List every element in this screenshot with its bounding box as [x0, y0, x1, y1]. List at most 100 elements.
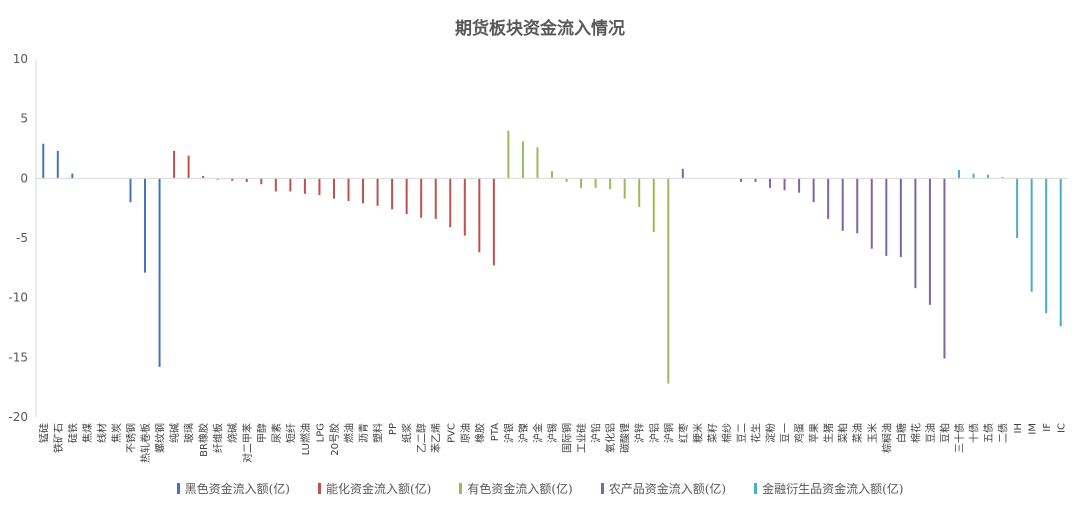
x-tick-label: 热轧卷板	[139, 423, 152, 463]
bar-agri	[943, 178, 946, 359]
bar-agri	[783, 178, 786, 191]
x-tick-label: 菜籽	[707, 423, 719, 443]
legend: 黑色资金流入额(亿) 能化资金流入额(亿) 有色资金流入额(亿) 农产品资金流入额(亿…	[0, 480, 1080, 497]
bar-energy	[362, 178, 365, 204]
legend-swatch	[754, 483, 758, 494]
bar-energy	[202, 175, 205, 179]
x-tick-labels: 锰硅 铁矿石 硅铁 焦煤 线材 焦炭 不锈钢 热轧卷板 螺纹钢 纯碱 玻璃 BR橡胶 纤维板 烧碱 对二甲苯…	[37, 423, 1067, 463]
x-tick-label: 粳米	[691, 423, 704, 443]
bar-energy	[463, 178, 466, 236]
bar-finance	[1030, 178, 1033, 292]
bar-agri	[827, 178, 830, 219]
bar-energy	[332, 178, 335, 199]
legend-item-energy: 能化资金流入额(亿)	[317, 480, 431, 497]
bar-energy	[434, 178, 437, 219]
x-tick-label: 烧碱	[226, 423, 239, 443]
bar-energy	[231, 178, 234, 181]
bar-finance	[1059, 178, 1062, 327]
x-tick-label: 玉米	[866, 423, 879, 443]
x-tick-label: 十债	[968, 423, 981, 443]
x-tick-label: 纸浆	[401, 423, 414, 443]
x-tick-label: 碳酸锂	[619, 423, 632, 453]
y-tick-label: 10	[13, 52, 28, 66]
bar-energy	[260, 178, 263, 185]
bar-agri	[914, 178, 917, 289]
x-tick-label: 沪锡	[546, 423, 559, 443]
bar-agri	[928, 178, 931, 305]
x-tick-label: 菜油	[851, 423, 864, 443]
bar-agri	[841, 178, 844, 231]
x-tick-label: 国际铜	[562, 423, 574, 453]
x-tick-label: 铁矿石	[52, 423, 65, 453]
bar-finance	[957, 169, 960, 179]
x-tick-label: 不锈钢	[124, 423, 137, 453]
bar-energy	[391, 178, 394, 210]
bar-metal	[652, 178, 655, 233]
bars-group	[42, 130, 1062, 384]
bar-agri	[899, 178, 902, 258]
bar-black	[71, 173, 74, 179]
x-tick-label: 甲醇	[255, 423, 268, 443]
bar-black	[158, 178, 161, 367]
x-tick-label: 菜粕	[837, 423, 850, 443]
legend-swatch	[600, 483, 604, 494]
legend-item-finance: 金融衍生品资金流入额(亿)	[754, 480, 903, 497]
bar-energy	[318, 178, 321, 196]
legend-label: 农产品资金流入额(亿)	[608, 482, 727, 496]
bar-black	[129, 178, 132, 203]
bar-agri	[870, 178, 873, 249]
bar-metal	[551, 171, 553, 179]
y-tick-label: -5	[16, 231, 28, 245]
y-tick-label: -10	[8, 291, 28, 305]
x-tick-label: 沪银	[502, 423, 515, 443]
x-tick-label: 锰硅	[37, 423, 50, 443]
x-tick-label: 沥青	[357, 423, 370, 443]
x-tick-label: 氧化铝	[604, 423, 617, 453]
x-tick-label: 橡胶	[473, 423, 486, 443]
x-tick-label: 螺纹钢	[154, 423, 167, 453]
x-tick-label: 沪铅	[590, 423, 603, 443]
x-tick-label: 乙二醇	[415, 423, 428, 453]
x-tick-label: 焦煤	[81, 423, 94, 443]
y-tick-label: -20	[8, 410, 28, 424]
x-tick-label: 原油	[459, 423, 472, 443]
legend-item-metal: 有色资金流入额(亿)	[459, 480, 573, 497]
bar-energy	[478, 178, 481, 253]
y-axis: 10 5 0 -5 -10 -15 -20	[8, 52, 28, 424]
bar-finance	[987, 174, 990, 179]
legend-swatch	[317, 483, 321, 494]
bar-energy	[405, 178, 408, 215]
x-tick-label: 棉纱	[720, 423, 733, 443]
x-tick-label: 棕榈油	[880, 423, 893, 453]
bar-metal	[594, 178, 597, 188]
x-tick-label: BR橡胶	[197, 423, 210, 457]
bar-agri	[856, 178, 859, 234]
bar-metal	[667, 178, 670, 384]
x-tick-label: 焦炭	[110, 423, 123, 443]
x-tick-label: 纤维板	[212, 423, 225, 453]
x-tick-label: IC	[1057, 423, 1068, 433]
x-tick-label: IH	[1013, 423, 1024, 433]
x-tick-label: 纯碱	[168, 423, 181, 443]
x-tick-label: 豆二	[736, 423, 748, 443]
legend-item-black: 黑色资金流入额(亿)	[176, 480, 290, 497]
x-tick-label: 五债	[982, 423, 995, 443]
legend-label: 有色资金流入额(亿)	[467, 482, 573, 496]
bar-energy	[492, 178, 495, 266]
bar-agri	[769, 178, 772, 188]
bar-agri	[812, 178, 815, 203]
bar-finance	[1045, 178, 1048, 314]
bar-energy	[173, 150, 176, 179]
x-tick-label: 工业硅	[575, 423, 588, 453]
chart-title: 期货板块资金流入情况	[455, 19, 625, 39]
bar-black	[42, 143, 45, 179]
y-tick-label: -15	[8, 350, 28, 364]
legend-swatch	[459, 483, 463, 494]
x-tick-label: LPG	[315, 423, 326, 442]
x-tick-label: 沪锌	[633, 423, 646, 443]
x-tick-label: 塑料	[372, 423, 385, 443]
bar-energy	[245, 178, 248, 182]
bar-energy	[289, 178, 292, 192]
x-tick-label: 20号胶	[328, 423, 341, 456]
bar-metal	[565, 178, 568, 182]
